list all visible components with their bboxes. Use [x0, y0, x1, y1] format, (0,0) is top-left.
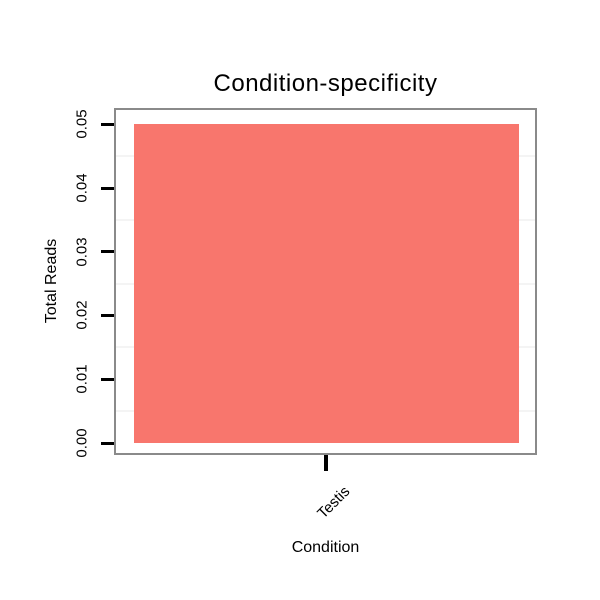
- y-tick-label: 0.03: [73, 237, 91, 267]
- y-tick-mark: [101, 442, 114, 445]
- y-tick-mark: [101, 378, 114, 381]
- y-tick-label: 0.02: [73, 300, 91, 330]
- chart-title: Condition-specificity: [213, 70, 438, 97]
- bar-testis: [134, 124, 519, 443]
- y-tick-label: 0.04: [73, 173, 91, 203]
- y-tick-label: 0.01: [73, 364, 91, 394]
- y-tick-mark: [101, 314, 114, 317]
- y-tick-mark: [101, 250, 114, 253]
- y-axis-title: Total Reads: [43, 238, 60, 324]
- x-tick-mark: [324, 455, 328, 471]
- plot-panel: [114, 108, 537, 455]
- y-tick-mark: [101, 123, 114, 126]
- x-tick-label: Testis: [313, 483, 354, 523]
- y-tick-mark: [101, 187, 114, 190]
- y-tick-label: 0.05: [73, 109, 91, 139]
- x-axis-title: Condition: [291, 539, 360, 556]
- y-tick-label: 0.00: [73, 428, 91, 458]
